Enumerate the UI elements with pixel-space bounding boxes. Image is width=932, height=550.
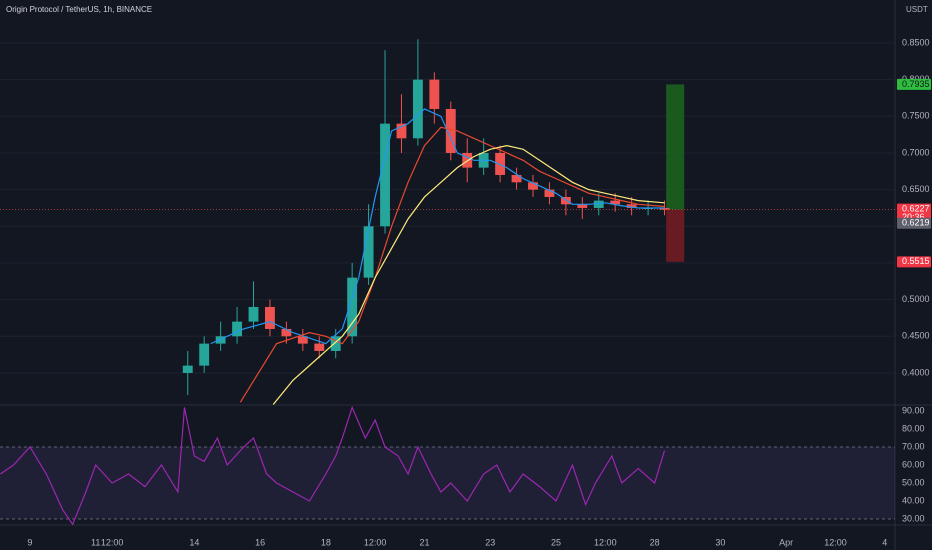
candle-body <box>314 343 325 351</box>
target-label: 0.7935 <box>902 79 930 89</box>
candle-body <box>445 108 456 153</box>
candle-body <box>495 152 506 175</box>
y-tick-label: 0.4000 <box>902 367 930 377</box>
y-tick-label: 40.00 <box>902 495 925 505</box>
rsi-band <box>0 446 895 520</box>
candle-body <box>429 79 440 109</box>
x-tick-label: 28 <box>650 537 660 547</box>
stop-label-bg <box>897 256 931 268</box>
candle-body <box>232 321 242 337</box>
prev-price-label: 0.6219 <box>902 218 930 228</box>
x-tick-label: 25 <box>551 537 561 547</box>
chart-title: Origin Protocol / TetherUS, 1h, BINANCE <box>6 5 152 14</box>
candle-body <box>528 182 538 190</box>
candle-body <box>593 200 604 208</box>
candle-body <box>265 306 275 329</box>
candle-body <box>412 79 423 139</box>
candle-body <box>215 336 226 344</box>
stop-label: 0.5515 <box>902 256 930 266</box>
x-tick-label: 23 <box>485 537 495 547</box>
y-tick-label: 0.8500 <box>902 37 930 47</box>
x-tick-label: 11 <box>91 537 100 547</box>
last-price-label: 0.6227 <box>902 204 930 214</box>
x-tick-label: 16 <box>255 537 265 547</box>
y-tick-label: 50.00 <box>902 477 925 487</box>
x-tick-label: Apr <box>779 537 793 547</box>
candle-body <box>182 365 193 373</box>
plot: 0.40000.45000.50000.55000.60000.65000.70… <box>0 37 931 547</box>
candle-body <box>330 336 341 351</box>
x-tick-label: 14 <box>189 537 199 547</box>
x-tick-label: 12:00 <box>101 537 124 547</box>
y-tick-label: 80.00 <box>902 423 925 433</box>
candle-body <box>610 200 621 205</box>
prev-price-bg <box>897 217 931 229</box>
y-tick-label: 0.7000 <box>902 147 930 157</box>
candle-body <box>363 226 374 278</box>
candle-body <box>462 152 473 168</box>
y-tick-label: 0.4500 <box>902 331 930 341</box>
target-label-bg <box>897 78 931 90</box>
x-tick-label: 12:00 <box>594 537 617 547</box>
candle-body <box>577 204 588 208</box>
candle-body <box>511 174 522 183</box>
stop-zone <box>666 209 685 262</box>
x-tick-label: 18 <box>321 537 331 547</box>
y-tick-label: 0.6500 <box>902 184 930 194</box>
y-tick-label: 90.00 <box>902 405 925 415</box>
y-tick-label: 70.00 <box>902 441 925 451</box>
y-tick-label: 30.00 <box>902 513 925 523</box>
line-series <box>0 405 666 526</box>
candle-body <box>560 196 571 205</box>
candle-body <box>297 336 308 344</box>
x-tick-label: 12:00 <box>364 537 387 547</box>
line-series <box>210 108 665 345</box>
candle-body <box>396 123 407 139</box>
line-series <box>272 145 665 405</box>
candle-body <box>659 207 670 210</box>
countdown-label: 20:36 <box>902 212 925 222</box>
candle-body <box>347 277 358 337</box>
candle-body <box>199 343 210 366</box>
candle-body <box>281 328 292 337</box>
y-tick-label: 60.00 <box>902 459 925 469</box>
unit-label: USDT <box>906 5 928 14</box>
y-tick-label: 0.7500 <box>902 111 930 121</box>
y-tick-label: 0.5000 <box>902 294 930 304</box>
x-tick-label: 21 <box>419 537 429 547</box>
candle-body <box>380 123 390 227</box>
candle-body <box>626 204 637 208</box>
candle-body <box>248 306 259 322</box>
candle-body <box>544 189 555 197</box>
target-zone <box>666 84 685 210</box>
x-tick-label: 9 <box>27 537 32 547</box>
x-tick-label: 30 <box>715 537 725 547</box>
line-series <box>239 126 665 403</box>
x-tick-label: 12:00 <box>824 537 847 547</box>
x-tick-label: 4 <box>882 537 887 547</box>
